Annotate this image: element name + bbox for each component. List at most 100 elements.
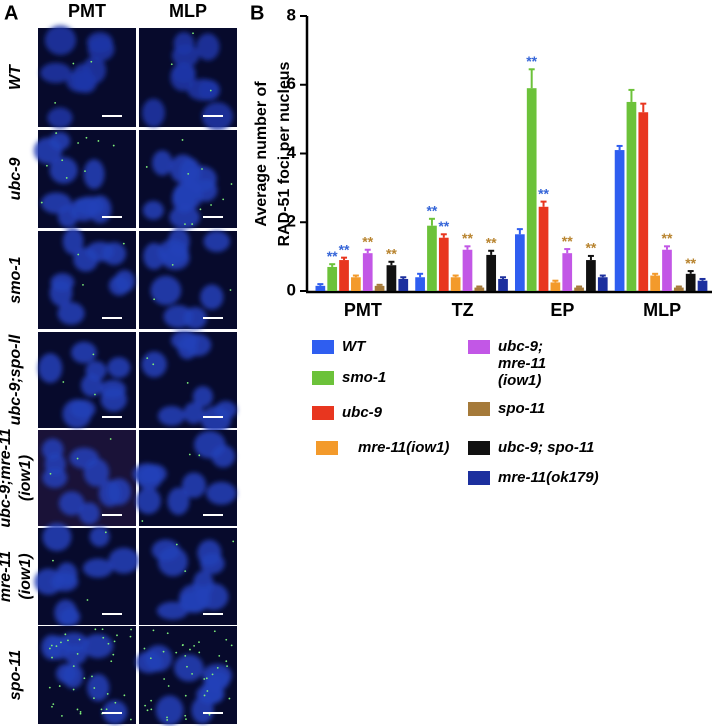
bar (474, 287, 485, 291)
bar (427, 225, 437, 291)
nucleus (107, 357, 131, 379)
focus (229, 289, 232, 291)
focus (213, 630, 216, 633)
row-label: ubc-9;spo-ll (7, 334, 24, 425)
micrograph (38, 227, 136, 329)
focus (79, 712, 82, 715)
focus (91, 675, 93, 678)
bar (462, 249, 473, 291)
focus (166, 632, 169, 635)
focus (210, 204, 212, 206)
focus (232, 540, 235, 543)
y-tick-label: 0 (287, 280, 296, 299)
focus (52, 559, 54, 562)
focus (45, 164, 48, 167)
focus (94, 628, 97, 631)
focus (166, 719, 169, 721)
nucleus (40, 192, 72, 214)
focus (48, 647, 51, 650)
focus (72, 665, 75, 668)
legend-label: ubc-9; mre-11 (iow1) (498, 338, 547, 389)
focus (191, 223, 194, 225)
nucleus (167, 487, 190, 516)
nuclei (142, 150, 218, 229)
focus (184, 694, 187, 697)
nucleus (34, 568, 63, 595)
row-label: smo-1 (7, 256, 24, 303)
nucleus (142, 200, 164, 220)
nucleus (155, 695, 184, 726)
legend-label: spo-11 (498, 400, 546, 417)
bar (626, 101, 637, 291)
nucleus (74, 196, 106, 216)
significance-mark: ** (327, 248, 338, 264)
bar (662, 249, 672, 291)
bar (374, 285, 385, 291)
focus (55, 132, 58, 134)
bar (486, 254, 497, 291)
nucleus (58, 491, 85, 516)
nucleus (206, 481, 237, 505)
y-tick-label: 8 (287, 5, 296, 24)
legend-label: ubc-9; spo-11 (498, 439, 595, 456)
bar (327, 266, 338, 291)
nucleus (196, 33, 220, 61)
significance-mark: ** (538, 185, 549, 201)
focus (97, 140, 100, 142)
nucleus (62, 227, 84, 255)
row-label: WT (7, 64, 24, 90)
focus (122, 242, 125, 245)
nucleus (183, 333, 212, 357)
focus (175, 651, 178, 654)
nucleus (59, 632, 88, 653)
nucleus (135, 487, 161, 515)
x-tick-label: PMT (344, 300, 382, 320)
nucleus (156, 601, 189, 620)
legend-swatch (312, 371, 334, 385)
significance-mark: ** (426, 203, 437, 219)
focus (184, 223, 186, 226)
bar (339, 260, 349, 291)
column-header: PMT (68, 1, 106, 21)
focus (145, 166, 148, 168)
focus (86, 599, 89, 601)
focus (205, 677, 208, 680)
focus (92, 353, 95, 356)
focus (186, 382, 189, 384)
row-label: ubc-9 (7, 158, 24, 201)
focus (55, 645, 58, 648)
nucleus (87, 37, 115, 62)
focus (58, 685, 61, 687)
micrograph (132, 430, 237, 526)
focus (62, 381, 65, 383)
nucleus (40, 62, 72, 84)
bar (574, 287, 584, 291)
nucleus (173, 181, 203, 211)
nucleus (49, 131, 71, 151)
nucleus (70, 399, 96, 419)
focus (186, 665, 188, 668)
focus (187, 172, 190, 175)
significance-mark: ** (462, 230, 473, 246)
nuclei (41, 438, 132, 525)
nucleus (142, 98, 165, 128)
focus (209, 89, 212, 92)
focus (203, 678, 206, 680)
focus (230, 644, 233, 647)
significance-mark: ** (662, 230, 673, 246)
nuclei (38, 341, 131, 429)
nucleus (82, 633, 114, 659)
nuclei (141, 330, 237, 434)
focus (93, 697, 95, 700)
focus (198, 651, 201, 654)
panel-letter: B (250, 2, 264, 24)
bar (398, 278, 409, 291)
nuclei (132, 430, 237, 516)
nucleus (172, 62, 196, 83)
focus (84, 170, 86, 173)
focus (198, 454, 201, 457)
focus (110, 660, 113, 663)
nucleus (78, 502, 100, 525)
focus (226, 665, 228, 668)
focus (171, 263, 174, 266)
